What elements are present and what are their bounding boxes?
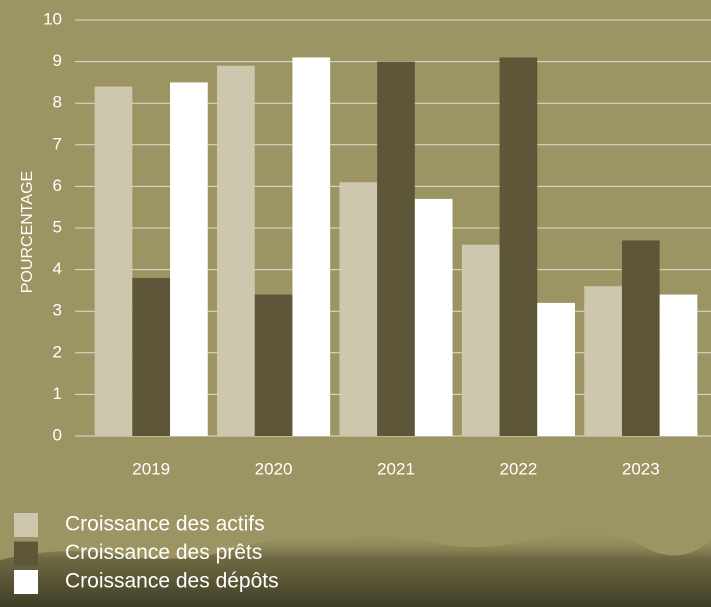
legend-swatch xyxy=(14,541,38,566)
tree-backdrop xyxy=(0,531,711,607)
x-tick-label: 2022 xyxy=(499,459,537,478)
y-tick-label: 7 xyxy=(53,134,62,153)
bar xyxy=(339,182,378,436)
y-tick-label: 4 xyxy=(53,259,62,278)
bar xyxy=(414,198,453,436)
legend-label: Croissance des actifs xyxy=(65,513,265,536)
y-tick-label: 8 xyxy=(53,93,62,112)
x-tick-label: 2019 xyxy=(132,459,170,478)
x-tick-label: 2020 xyxy=(255,459,293,478)
bar xyxy=(621,240,660,436)
legend-swatch xyxy=(14,570,38,594)
bar xyxy=(254,294,293,436)
legend-label: Croissance des prêts xyxy=(65,541,262,564)
y-tick-label: 10 xyxy=(43,9,62,28)
y-tick-label: 9 xyxy=(53,51,62,70)
y-tick-label: 3 xyxy=(53,301,62,320)
x-tick-label: 2021 xyxy=(377,459,415,478)
bar xyxy=(170,82,208,437)
bar xyxy=(584,286,622,436)
bar xyxy=(132,277,171,436)
y-tick-label: 6 xyxy=(53,176,62,195)
bar xyxy=(537,302,575,436)
bar xyxy=(292,57,331,436)
y-tick-label: 2 xyxy=(53,342,62,361)
bar xyxy=(659,294,698,436)
bar xyxy=(377,61,415,436)
bar xyxy=(499,57,538,436)
legend-swatch xyxy=(14,513,38,537)
legend-label: Croissance des dépôts xyxy=(65,570,279,593)
x-tick-label: 2023 xyxy=(622,459,660,478)
bar xyxy=(94,86,133,436)
bar xyxy=(461,244,500,436)
y-tick-label: 5 xyxy=(53,217,62,236)
y-tick-label: 1 xyxy=(53,384,62,403)
bar xyxy=(217,65,255,436)
y-axis-label: POURCENTAGE xyxy=(19,171,36,293)
y-tick-label: 0 xyxy=(53,425,62,444)
